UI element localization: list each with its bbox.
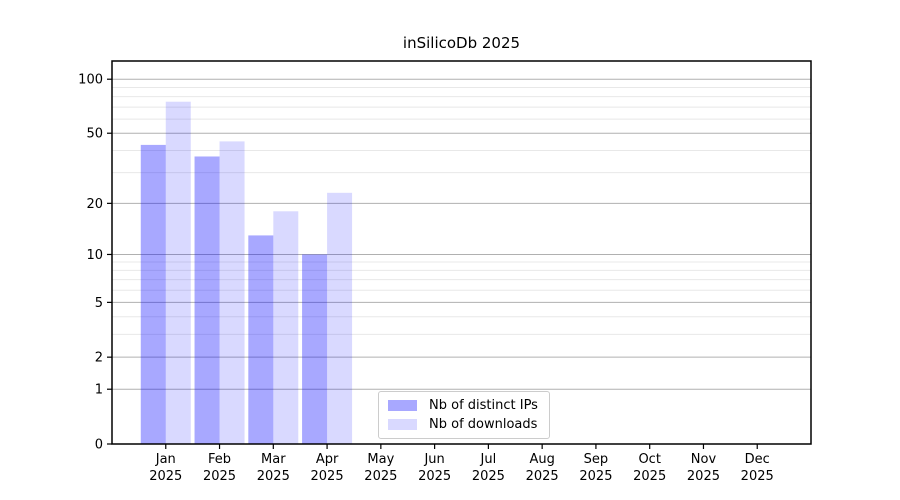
x-tick-label: Sep 2025	[579, 452, 612, 484]
legend: Nb of distinct IPs Nb of downloads	[378, 391, 550, 439]
x-tick-label: Nov 2025	[687, 452, 720, 484]
bar-nb-of-distinct-ips-mar	[248, 235, 274, 444]
bar-nb-of-distinct-ips-apr	[302, 254, 328, 444]
y-tick-label: 0	[95, 438, 103, 453]
y-tick-label: 50	[86, 127, 103, 142]
y-tick-label: 10	[86, 248, 103, 263]
bar-nb-of-distinct-ips-jan	[140, 144, 166, 445]
x-tick-label: Apr 2025	[311, 452, 344, 484]
x-tick-label: Jan 2025	[149, 452, 182, 484]
bar-nb-of-downloads-apr	[327, 192, 353, 444]
plot-border	[111, 60, 812, 445]
bar-nb-of-distinct-ips-feb	[194, 156, 220, 445]
x-tick-label: May 2025	[364, 452, 397, 484]
y-tick-label: 100	[78, 73, 103, 88]
x-tick-label: Jul 2025	[472, 452, 505, 484]
x-tick-label: Aug 2025	[526, 452, 559, 484]
bar-nb-of-downloads-feb	[219, 141, 245, 445]
y-tick-label: 20	[86, 197, 103, 212]
legend-label-downloads: Nb of downloads	[429, 417, 538, 432]
bar-nb-of-downloads-mar	[273, 211, 299, 444]
chart-title: inSilicoDb 2025	[402, 34, 521, 52]
x-tick-label: Oct 2025	[633, 452, 666, 484]
legend-swatch-downloads	[388, 419, 417, 430]
y-tick-label: 5	[95, 296, 103, 311]
y-tick-label: 1	[95, 383, 103, 398]
legend-item-downloads: Nb of downloads	[388, 417, 538, 432]
bar-nb-of-downloads-jan	[165, 101, 191, 444]
x-tick-label: Dec 2025	[741, 452, 774, 484]
x-tick-label: Jun 2025	[418, 452, 451, 484]
x-tick-label: Mar 2025	[257, 452, 290, 484]
legend-item-distinct-ips: Nb of distinct IPs	[388, 398, 538, 413]
legend-label-distinct-ips: Nb of distinct IPs	[429, 398, 538, 413]
x-tick-label: Feb 2025	[203, 452, 236, 484]
legend-swatch-distinct-ips	[388, 400, 417, 411]
y-tick-label: 2	[95, 351, 103, 366]
